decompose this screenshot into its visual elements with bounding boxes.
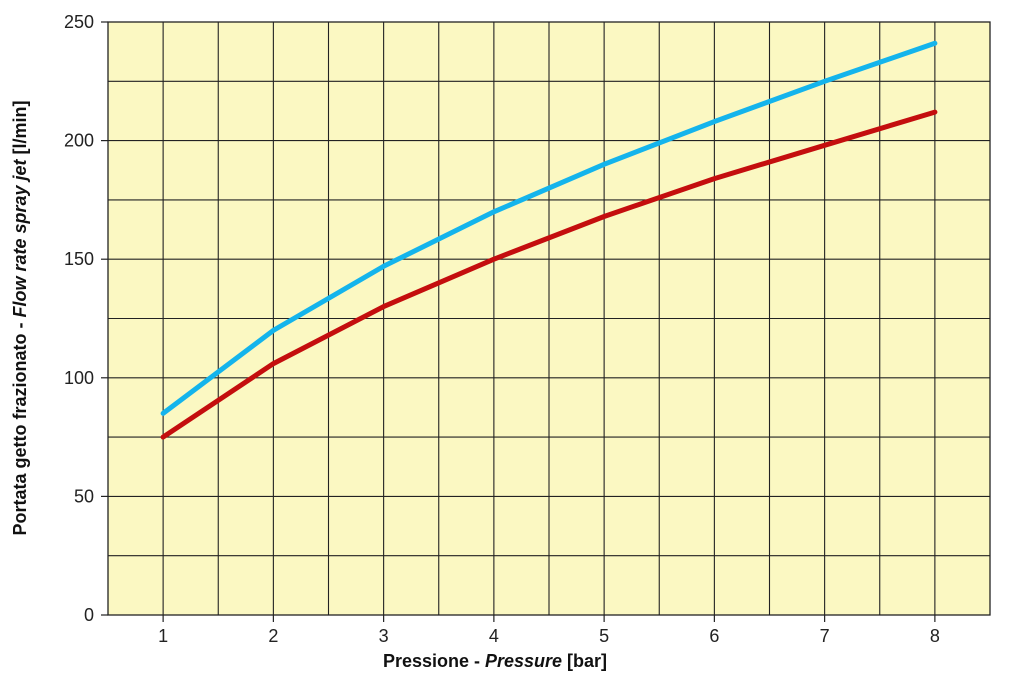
- x-tick-label: 8: [930, 626, 940, 646]
- x-axis-title-main: Pressione -: [383, 651, 485, 671]
- x-tick-label: 2: [268, 626, 278, 646]
- y-tick-labels: 0 50 100 150 200 250: [64, 12, 94, 625]
- x-tick-label: 7: [820, 626, 830, 646]
- x-tick-label: 4: [489, 626, 499, 646]
- series-line-1: [160, 40, 938, 416]
- y-tick-label: 250: [64, 12, 94, 32]
- x-tick-labels: 1 2 3 4 5 6 7 8: [158, 626, 940, 646]
- y-axis-title: Portata getto frazionato - Flow rate spr…: [10, 100, 30, 535]
- x-tick-label: 3: [379, 626, 389, 646]
- x-axis-title: Pressione - Pressure [bar]: [383, 651, 607, 671]
- data-series: [160, 40, 938, 440]
- y-tick-label: 50: [74, 486, 94, 506]
- plot-frame: [107, 21, 991, 616]
- series-line-2: [160, 109, 938, 440]
- y-axis-title-italic: Flow rate spray jet: [10, 158, 30, 317]
- y-tick-label: 0: [84, 605, 94, 625]
- x-axis-title-italic: Pressure: [485, 651, 562, 671]
- y-axis-title-unit: [l/min]: [10, 100, 30, 159]
- y-axis-title-main: Portata getto frazionato -: [10, 318, 30, 536]
- y-tick-label: 150: [64, 249, 94, 269]
- axis-ticks: [101, 21, 936, 622]
- x-tick-label: 6: [709, 626, 719, 646]
- x-tick-label: 5: [599, 626, 609, 646]
- x-tick-label: 1: [158, 626, 168, 646]
- y-tick-label: 100: [64, 368, 94, 388]
- y-tick-label: 200: [64, 131, 94, 151]
- x-axis-title-unit: [bar]: [562, 651, 607, 671]
- grid-lines: [108, 22, 990, 615]
